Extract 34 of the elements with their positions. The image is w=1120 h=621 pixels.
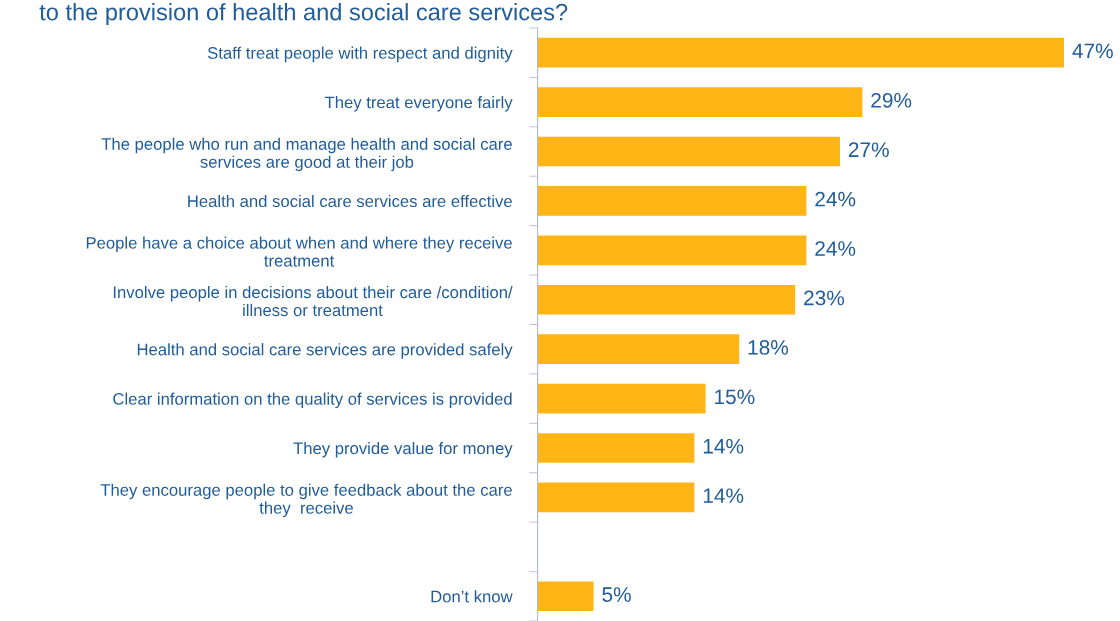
bar [537,235,807,266]
data-label: 14% [703,488,744,503]
text: to the provision of health and social care services? [39,3,568,26]
bar [537,383,706,414]
y-tick-label: Don’t know [431,590,513,603]
data-label: 18% [748,340,789,355]
bar [537,186,807,216]
bar [537,136,840,167]
y-tick-label: Clear information on the quality of services is provided [113,392,512,409]
y-tick-label: They treat everyone fairly [324,96,513,112]
bar [537,482,695,513]
data-label: 24% [815,241,856,256]
bar [537,37,1064,68]
y-tick-label: They provide value for money [293,441,513,458]
data-label: 47% [1072,43,1113,59]
data-label: 27% [848,142,889,158]
y-tick-label: Health and social care services are effective [188,194,512,208]
data-label: 15% [715,389,755,405]
y-tick-label: Health and social care services are provided safely [137,343,513,359]
bar [537,433,695,463]
bar [537,284,796,315]
data-label: 23% [804,290,845,306]
data-label: 24% [815,191,856,207]
data-label: 29% [871,92,912,108]
y-tick-label: People have a choice about when and where they receive treatment [86,236,512,267]
bar [537,334,740,365]
bar [537,581,594,612]
y-tick-label: Staff treat people with respect and dignity [207,46,513,63]
y-tick-label: The people who run and manage health and social care services are good at their job [101,137,512,172]
data-label: 5% [602,587,631,602]
bar [537,87,863,117]
data-label: 14% [703,438,744,454]
y-tick-label: Involve people in decisions about their care /condition/ illness or treatment [113,285,513,317]
y-tick-label: They encourage people to give feedback about the care they receive [100,483,512,518]
